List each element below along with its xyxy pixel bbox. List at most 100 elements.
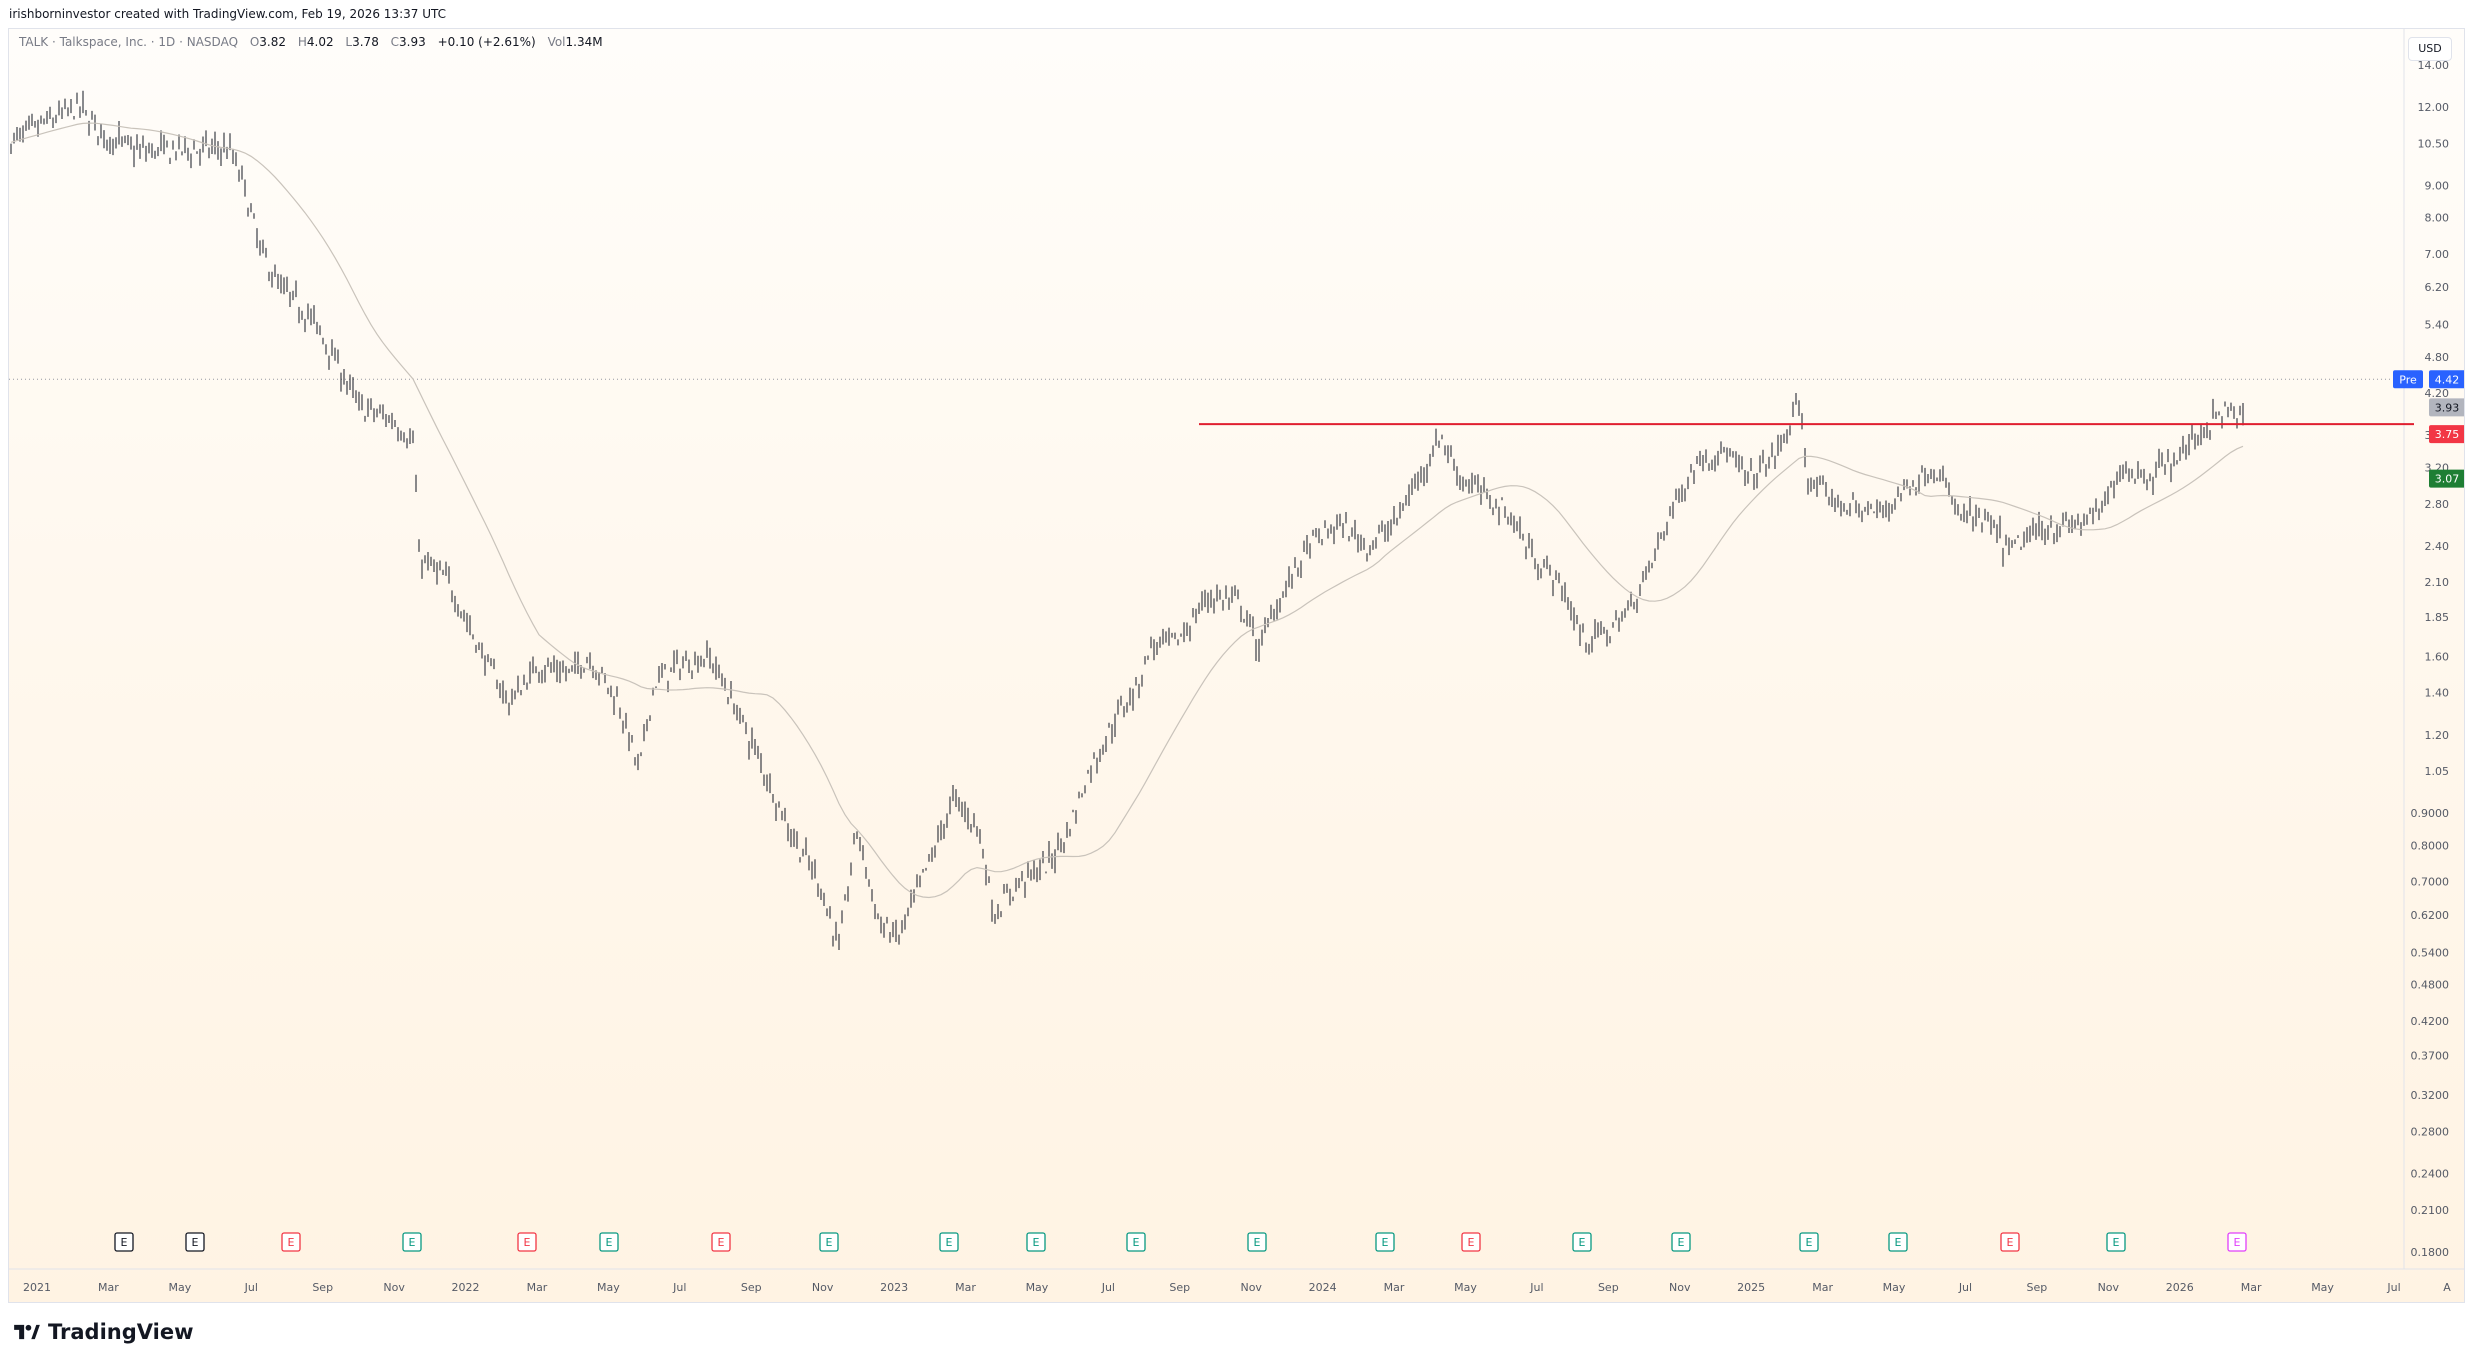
time-axis-tick: 2021 [23, 1281, 51, 1294]
time-axis-tick: Jul [2386, 1281, 2400, 1294]
earnings-marker[interactable] [402, 1232, 422, 1252]
time-axis-tick: Sep [312, 1281, 333, 1294]
pre-tag: Pre [2399, 373, 2417, 386]
price-axis-tick: 0.5400 [2411, 946, 2450, 959]
earnings-marker[interactable] [1799, 1232, 1819, 1252]
earnings-marker-label: E [1133, 1236, 1140, 1249]
price-axis-tick: 0.6200 [2411, 909, 2450, 922]
tradingview-logo[interactable]: TradingView [12, 1319, 193, 1345]
time-axis-tick: Nov [1240, 1281, 1262, 1294]
price-axis-tick: 1.40 [2425, 687, 2450, 700]
earnings-marker[interactable] [1671, 1232, 1691, 1252]
price-axis-tick: 2.80 [2425, 498, 2450, 511]
time-axis-tick: May [2311, 1281, 2334, 1294]
price-axis-tick: 5.40 [2425, 319, 2450, 332]
earnings-marker-label: E [192, 1236, 199, 1249]
price-axis-tick: 8.00 [2425, 212, 2450, 225]
price-axis-tick: 0.9000 [2411, 807, 2450, 820]
volume-value: 1.34M [565, 35, 603, 49]
earnings-marker-label: E [1382, 1236, 1389, 1249]
close-value: 3.93 [399, 35, 426, 49]
pre-price-badge: 4.42 [2435, 373, 2460, 386]
auto-scale-button[interactable]: A [2443, 1281, 2451, 1294]
time-axis-tick: Mar [527, 1281, 548, 1294]
last-price-badge-bg [2429, 398, 2464, 417]
earnings-marker[interactable] [711, 1232, 731, 1252]
time-axis-tick: May [1883, 1281, 1906, 1294]
time-axis-tick: May [597, 1281, 620, 1294]
currency-button[interactable]: USD [2408, 37, 2452, 61]
time-axis-tick: Mar [1384, 1281, 1405, 1294]
pre-price-badge-bg [2429, 370, 2464, 389]
candlestick-series[interactable] [10, 90, 2244, 951]
price-axis-tick: 7.00 [2425, 248, 2450, 261]
low-value: 3.78 [352, 35, 379, 49]
earnings-marker[interactable] [599, 1232, 619, 1252]
price-axis-tick: 0.4800 [2411, 979, 2450, 992]
price-axis-tick: 9.00 [2425, 179, 2450, 192]
symbol-legend: TALK · Talkspace, Inc. · 1D · NASDAQ O 3.… [19, 35, 603, 49]
last-price-badge: 3.93 [2435, 401, 2460, 414]
price-axis-tick: 6.20 [2425, 281, 2450, 294]
time-axis-tick: Nov [812, 1281, 834, 1294]
earnings-marker[interactable] [2000, 1232, 2020, 1252]
footer: TradingView [0, 1303, 2473, 1356]
earnings-marker[interactable] [939, 1232, 959, 1252]
time-axis-tick: Mar [955, 1281, 976, 1294]
change-value: +0.10 (+2.61%) [437, 35, 536, 49]
earnings-marker[interactable] [281, 1232, 301, 1252]
earnings-marker[interactable] [819, 1232, 839, 1252]
earnings-marker[interactable] [1888, 1232, 1908, 1252]
earnings-marker[interactable] [1126, 1232, 1146, 1252]
earnings-marker[interactable] [185, 1232, 205, 1252]
price-axis-tick: 2.10 [2425, 576, 2450, 589]
chart-pane[interactable]: TALK · Talkspace, Inc. · 1D · NASDAQ O 3.… [8, 28, 2465, 1303]
time-axis-tick: Jul [1958, 1281, 1972, 1294]
time-axis-tick: Jul [672, 1281, 686, 1294]
earnings-marker[interactable] [2106, 1232, 2126, 1252]
time-axis-tick: Sep [2027, 1281, 2048, 1294]
time-axis-tick: 2024 [1309, 1281, 1337, 1294]
price-axis-tick: 0.3200 [2411, 1089, 2450, 1102]
price-axis-tick: 1.20 [2425, 729, 2450, 742]
time-axis-tick: Nov [383, 1281, 405, 1294]
earnings-marker-label: E [524, 1236, 531, 1249]
earnings-marker-label: E [121, 1236, 128, 1249]
earnings-marker[interactable] [1572, 1232, 1592, 1252]
earnings-marker[interactable] [1247, 1232, 1267, 1252]
symbol-name[interactable]: TALK · Talkspace, Inc. · 1D · NASDAQ [19, 35, 239, 49]
price-axis-tick: 0.4200 [2411, 1015, 2450, 1028]
price-axis-tick: 10.50 [2418, 137, 2450, 150]
earnings-marker-label: E [2234, 1236, 2241, 1249]
earnings-marker-label: E [826, 1236, 833, 1249]
price-axis-tick: 0.2100 [2411, 1204, 2450, 1217]
earnings-marker-label: E [288, 1236, 295, 1249]
ma-price-badge-bg [2429, 469, 2464, 488]
price-chart[interactable]: 14.00 12.00 10.50 9.00 8.00 7.00 6.20 5.40 4.80 4… [9, 29, 2465, 1303]
tradingview-logo-icon [14, 1324, 40, 1340]
time-axis-tick: Jul [1101, 1281, 1115, 1294]
earnings-marker[interactable] [2227, 1232, 2247, 1252]
time-axis-tick: May [1454, 1281, 1477, 1294]
earnings-marker[interactable] [517, 1232, 537, 1252]
price-axis-tick: 1.85 [2425, 611, 2450, 624]
earnings-marker[interactable] [114, 1232, 134, 1252]
time-axis-tick: 2023 [880, 1281, 908, 1294]
line-price-badge-bg [2429, 425, 2464, 444]
earnings-marker[interactable] [1461, 1232, 1481, 1252]
earnings-marker[interactable] [1375, 1232, 1395, 1252]
earnings-marker-label: E [1579, 1236, 1586, 1249]
time-axis-tick: Nov [2098, 1281, 2120, 1294]
price-axis-tick: 0.8000 [2411, 839, 2450, 852]
time-axis-tick: 2026 [2166, 1281, 2194, 1294]
open-label: O [249, 35, 260, 49]
earnings-marker-label: E [606, 1236, 613, 1249]
time-axis-tick: 2025 [1737, 1281, 1765, 1294]
earnings-marker-label: E [1254, 1236, 1261, 1249]
earnings-marker[interactable] [1026, 1232, 1046, 1252]
moving-average-short [10, 122, 2244, 899]
price-axis-tick: 14.00 [2418, 59, 2450, 72]
time-axis-tick: Sep [1598, 1281, 1619, 1294]
time-axis-tick: 2022 [452, 1281, 480, 1294]
time-axis-tick: Jul [244, 1281, 258, 1294]
